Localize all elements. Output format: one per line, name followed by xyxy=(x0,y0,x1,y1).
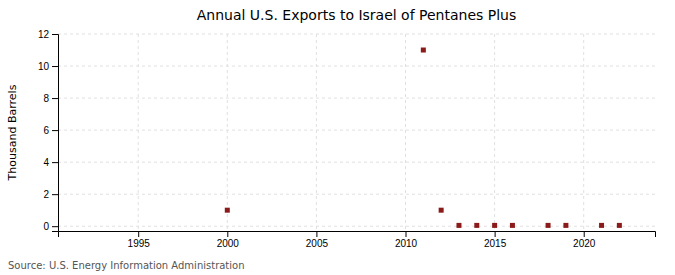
grid-line xyxy=(58,66,655,67)
tick: 2005 xyxy=(306,231,329,249)
tick-label: 10 xyxy=(38,61,50,72)
tick-mark xyxy=(52,226,58,227)
tick-label: 2000 xyxy=(217,238,240,249)
title: Annual U.S. Exports to Israel of Pentane… xyxy=(197,7,517,23)
tick-mark xyxy=(52,34,58,35)
tick-label: 6 xyxy=(43,125,49,136)
grid-line xyxy=(138,34,139,231)
tick: 12 xyxy=(38,29,58,40)
tick-label: 2015 xyxy=(484,238,507,249)
tick-mark xyxy=(316,231,317,237)
point xyxy=(456,223,461,228)
grid-line xyxy=(58,130,655,131)
tick-label: 2 xyxy=(43,189,49,200)
source: Source: U.S. Energy Information Administ… xyxy=(8,260,245,271)
point xyxy=(492,223,497,228)
tick-label: 2010 xyxy=(395,238,418,249)
tick-mark xyxy=(227,231,228,237)
tick-mark xyxy=(138,231,139,237)
tick: 2010 xyxy=(395,231,418,249)
tick-label: 0 xyxy=(43,221,49,232)
y-axis-label: Thousand Barrels xyxy=(6,84,19,181)
tick-mark xyxy=(52,162,58,163)
axis-line xyxy=(59,232,656,238)
chart: 1995 2000 2005 2010 2015 2020 0 2 4 6 8 10 12 Annual … xyxy=(0,0,675,275)
tick: 10 xyxy=(38,61,58,72)
tick-mark xyxy=(584,231,585,237)
point xyxy=(510,223,515,228)
grid-line xyxy=(58,194,655,195)
x-axis: 1995 2000 2005 2010 2015 2020 xyxy=(59,231,656,249)
tick-mark xyxy=(52,130,58,131)
grid-line xyxy=(58,34,655,35)
point xyxy=(546,223,551,228)
point xyxy=(599,223,604,228)
point xyxy=(439,208,444,213)
point xyxy=(617,223,622,228)
y-axis: 0 2 4 6 8 10 12 xyxy=(38,29,59,232)
tick-mark xyxy=(406,231,407,237)
grid-line xyxy=(583,34,584,231)
tick-mark xyxy=(495,231,496,237)
tick: 8 xyxy=(43,93,58,104)
grid-line xyxy=(316,34,317,231)
grid-line xyxy=(405,34,406,231)
tick: 1995 xyxy=(128,231,151,249)
tick-mark xyxy=(52,194,58,195)
point xyxy=(563,223,568,228)
point xyxy=(474,223,479,228)
tick-label: 2020 xyxy=(573,238,596,249)
point xyxy=(421,48,426,53)
grid-line xyxy=(58,162,655,163)
tick-mark xyxy=(52,98,58,99)
grid-line xyxy=(494,34,495,231)
tick-label: 8 xyxy=(43,93,49,104)
tick: 2015 xyxy=(484,231,507,249)
axis-line xyxy=(52,35,59,232)
grid-line xyxy=(58,98,655,99)
tick: 2020 xyxy=(573,231,596,249)
tick: 2 xyxy=(43,189,58,200)
tick-mark xyxy=(52,66,58,67)
tick: 4 xyxy=(43,157,58,168)
grid-line xyxy=(227,34,228,231)
tick: 2000 xyxy=(217,231,240,249)
tick: 6 xyxy=(43,125,58,136)
tick: 0 xyxy=(43,221,58,232)
grid xyxy=(58,34,655,231)
tick-label: 1995 xyxy=(128,238,151,249)
tick-label: 12 xyxy=(38,29,50,40)
tick-label: 2005 xyxy=(306,238,329,249)
plot: 1995 2000 2005 2010 2015 2020 0 2 4 6 8 10 12 xyxy=(38,29,656,249)
point xyxy=(225,208,230,213)
points xyxy=(225,48,622,228)
tick-label: 4 xyxy=(43,157,49,168)
